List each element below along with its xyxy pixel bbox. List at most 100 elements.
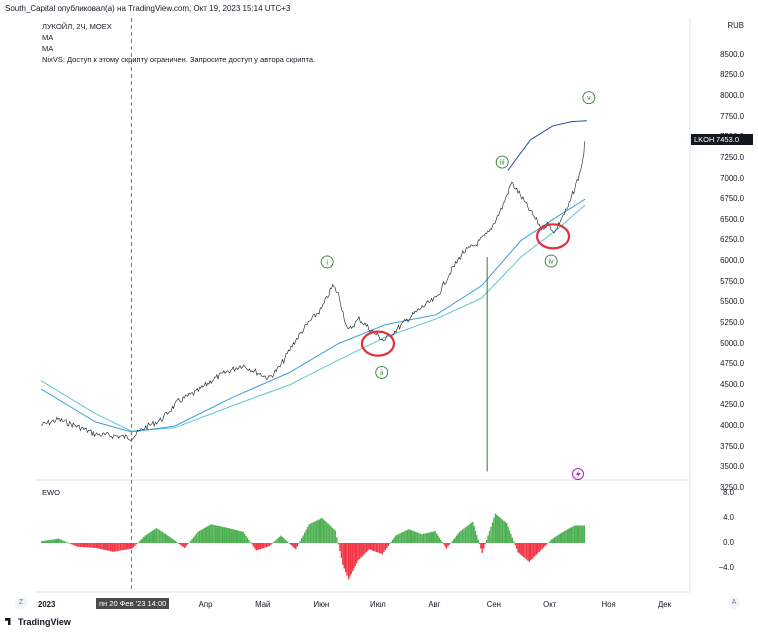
ewo-bar <box>154 528 156 543</box>
ewo-bar <box>177 542 179 544</box>
ewo-bar <box>565 530 567 543</box>
ewo-bar <box>192 537 195 543</box>
ewo-bar <box>511 537 513 543</box>
ewo-bar <box>76 543 79 547</box>
legend-symbol[interactable]: ЛУКОЙЛ, 2Ч, MOEX <box>42 22 112 31</box>
legend-ma2[interactable]: MA <box>42 44 54 53</box>
time-label: Апр <box>198 600 213 609</box>
ewo-bar <box>249 542 252 543</box>
ewo-bar <box>178 543 180 544</box>
price-tick: 8500.0 <box>720 49 744 59</box>
ewo-bar <box>203 528 205 543</box>
auto-scale-button[interactable]: A <box>728 597 740 609</box>
ewo-bar <box>161 531 164 543</box>
ewo-bar <box>265 543 268 548</box>
ewo-label[interactable]: EWO <box>42 488 60 497</box>
ewo-bar <box>367 543 369 551</box>
ewo-bar <box>330 526 332 543</box>
ewo-bar <box>515 543 518 549</box>
ewo-bar <box>308 524 310 544</box>
ewo-bar <box>169 536 171 544</box>
ewo-bar <box>504 521 506 543</box>
wave-label-circle <box>544 254 558 268</box>
ewo-bar <box>170 537 172 543</box>
ewo-bar <box>521 543 523 556</box>
price-tick: 4000.0 <box>720 421 744 431</box>
ewo-bar <box>507 526 509 543</box>
ewo-bar <box>474 530 477 543</box>
ewo-bar <box>258 543 260 550</box>
ewo-bar <box>132 543 135 548</box>
ewo-bar <box>50 539 53 543</box>
price-tick: 4250.0 <box>720 400 744 410</box>
tradingview-logo[interactable]: TradingView <box>5 617 71 627</box>
ewo-bar <box>451 541 453 543</box>
ewo-bar <box>327 523 329 543</box>
ewo-bar <box>337 543 340 545</box>
ewo-bar <box>552 538 554 543</box>
ewo-bar <box>255 543 257 551</box>
ewo-bar <box>164 533 166 543</box>
ewo-bar <box>75 543 77 547</box>
ewo-bar <box>528 543 530 562</box>
time-label: Авг <box>428 600 441 609</box>
ewo-bar <box>303 532 306 543</box>
ewo-bar <box>542 543 545 548</box>
ewo-bar <box>271 543 273 544</box>
ewo-bar <box>94 543 96 548</box>
ewo-bar <box>464 527 467 543</box>
price-tick: 6000.0 <box>720 256 744 266</box>
ewo-bar <box>466 526 468 543</box>
ewo-bar <box>392 539 394 543</box>
ewo-bar <box>270 543 272 545</box>
price-tick: 3500.0 <box>720 462 744 472</box>
ewo-bar <box>158 529 161 543</box>
ewo-bar <box>546 543 549 544</box>
ewo-bar <box>393 537 395 543</box>
currency-label[interactable]: RUB <box>727 21 744 30</box>
price-tick: 3250.0 <box>720 483 744 492</box>
wave-label-circle <box>582 91 596 105</box>
ewo-bar <box>477 539 479 543</box>
ewo-bar <box>535 543 537 555</box>
ewo-bar <box>245 535 247 543</box>
ewo-bar <box>289 543 292 545</box>
ewo-bar <box>441 542 443 543</box>
ewo-bar <box>288 543 290 544</box>
ewo-bar <box>286 541 289 544</box>
ewo-bar <box>527 543 529 561</box>
ewo-bar <box>570 527 573 543</box>
price-tick: 8250.0 <box>720 70 744 80</box>
ewo-bar <box>350 543 352 574</box>
ewo-bar <box>559 533 561 543</box>
ewo-bar <box>522 543 525 558</box>
ewo-bar <box>163 532 165 543</box>
ewo-bar <box>246 538 249 543</box>
ewo-bar <box>525 543 528 560</box>
zoom-reset-button[interactable]: Z <box>15 597 27 609</box>
ewo-bar <box>227 528 229 543</box>
ewo-bar <box>182 543 185 547</box>
legend-ma1[interactable]: MA <box>42 33 54 42</box>
ewo-bar <box>72 543 74 545</box>
price-line <box>41 141 586 441</box>
ewo-bar <box>150 531 152 544</box>
ewo-bar <box>347 543 350 580</box>
ewo-bar <box>65 541 67 544</box>
ewo-bar <box>494 513 497 543</box>
ewo-bar <box>433 531 435 543</box>
ewo-bar <box>349 543 351 577</box>
ewo-bar <box>397 534 400 543</box>
ewo-bar <box>105 543 107 551</box>
ewo-bar <box>520 543 522 555</box>
ewo-bar <box>541 543 543 550</box>
price-tick: 5750.0 <box>720 276 744 286</box>
ewo-bar <box>92 543 95 548</box>
ewo-bar <box>71 543 73 545</box>
brand-name: TradingView <box>18 617 71 627</box>
ewo-bar <box>365 543 368 553</box>
ewo-bar <box>135 543 138 545</box>
ewo-bar <box>241 531 243 543</box>
wave-label: i <box>326 259 328 266</box>
